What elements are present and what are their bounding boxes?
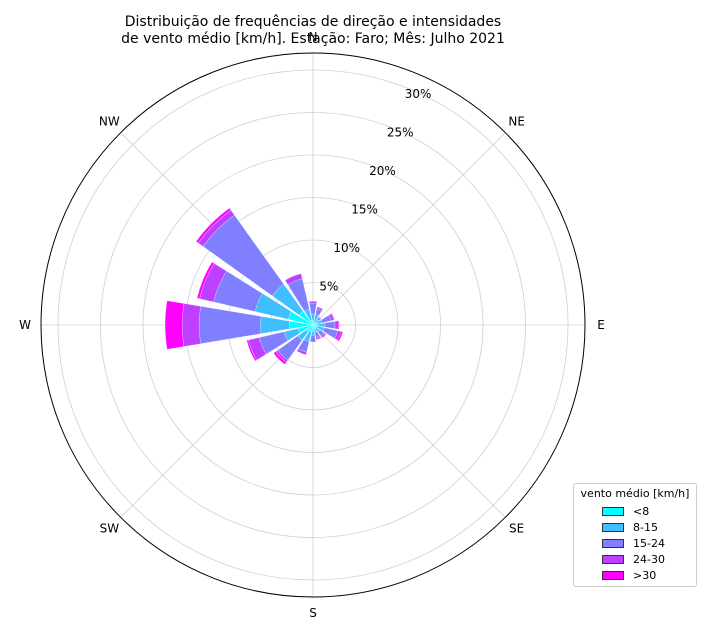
radial-tick-label-6: 30% — [405, 87, 432, 101]
grid-spoke-2 — [312, 132, 506, 326]
bar-nne-series-2 — [313, 313, 320, 323]
bar-e-series-3 — [324, 321, 336, 329]
bar-n-series-2 — [310, 313, 316, 321]
bar-ne-series-3 — [316, 316, 322, 322]
bar-wnw-series-3 — [213, 270, 263, 312]
radial-tick-label-5: 25% — [387, 126, 414, 140]
legend-swatch-1 — [602, 506, 624, 516]
bar-s-series-3 — [309, 334, 317, 343]
bar-se-series-2 — [314, 326, 321, 333]
bar-sse-series-5 — [315, 336, 322, 341]
bar-sw-series-2 — [297, 329, 309, 341]
legend-entry-5: >30 — [574, 567, 696, 583]
bar-nnw-series-3 — [287, 278, 310, 312]
bar-nnw-series-1 — [309, 319, 314, 326]
bar-nw-series-4 — [197, 209, 235, 247]
legend-swatch-4 — [602, 554, 624, 564]
outer-circle — [40, 52, 586, 598]
bar-sw-series-5 — [273, 351, 287, 365]
bar-w-series-4 — [181, 303, 201, 347]
bar-nw-series-2 — [271, 283, 304, 316]
legend-title: vento médio [km/h] — [580, 487, 690, 500]
bar-nw-series-3 — [202, 214, 285, 297]
radial-tick-label-3: 15% — [351, 203, 378, 217]
legend-swatch-5 — [602, 570, 624, 580]
bar-wsw-series-5 — [246, 339, 258, 362]
bar-ese-series-2 — [316, 325, 325, 332]
bar-sse-series-2 — [313, 328, 318, 333]
bar-nnw-series-4 — [284, 273, 303, 286]
chart-title-line-2: de vento médio [km/h]. Estação: Faro; Mê… — [121, 31, 505, 47]
bar-n-series-4 — [308, 300, 318, 304]
direction-label-s: S — [309, 606, 317, 617]
legend-swatch-3 — [602, 538, 624, 548]
chart-title: Distribuição de frequências de direção e… — [0, 14, 626, 48]
bar-ene-series-5 — [330, 312, 335, 321]
bar-w-series-2 — [260, 316, 290, 334]
bar-ese-series-3 — [322, 327, 339, 339]
direction-label-sw: SW — [100, 522, 120, 536]
legend-label-5: >30 — [633, 568, 657, 582]
radial-tick-label-1: 5% — [319, 280, 338, 294]
bar-e-series-4 — [334, 320, 339, 330]
direction-label-nw: NW — [99, 114, 120, 128]
direction-label-e: E — [597, 318, 605, 332]
bar-sw-series-4 — [275, 349, 289, 363]
bar-ne-series-4 — [318, 316, 322, 320]
legend-label-4: 24-30 — [633, 552, 665, 566]
bar-se-series-5 — [321, 333, 327, 339]
direction-label-n: N — [309, 30, 318, 44]
bar-w-series-3 — [198, 305, 262, 345]
chart-title-line-1: Distribuição de frequências de direção e… — [124, 14, 502, 30]
legend-entry-3: 15-24 — [574, 535, 696, 551]
legend-swatch-2 — [602, 522, 624, 532]
bar-ese-series-5 — [337, 331, 344, 342]
bar-nw-series-1 — [298, 310, 314, 326]
bar-e-series-5 — [337, 320, 340, 330]
bar-wnw-series-2 — [254, 293, 292, 320]
direction-label-w: W — [19, 318, 31, 332]
bar-ene-series-4 — [328, 313, 335, 322]
bar-nne-series-4 — [316, 306, 324, 311]
legend: vento médio [km/h] <8 8-15 15-24 24-30 >30 — [573, 483, 697, 587]
legend-entry-1: <8 — [574, 503, 696, 519]
radial-tick-label-4: 20% — [369, 164, 396, 178]
bar-ene-series-2 — [316, 319, 323, 325]
legend-label-3: 15-24 — [633, 536, 665, 550]
bar-ene-series-3 — [320, 314, 332, 324]
bar-wnw-series-5 — [196, 261, 215, 300]
bar-se-series-3 — [317, 329, 325, 337]
bar-nw-series-5 — [195, 207, 232, 244]
grid-spoke-4 — [312, 324, 506, 518]
bar-sse-series-3 — [314, 331, 321, 338]
bar-s-series-2 — [310, 331, 316, 336]
bar-sw-series-3 — [277, 335, 303, 361]
legend-label-1: <8 — [633, 504, 650, 518]
bar-n-series-3 — [309, 302, 317, 315]
direction-label-ne: NE — [508, 114, 525, 128]
bar-w-series-5 — [164, 300, 185, 350]
radial-tick-label-2: 10% — [333, 241, 360, 255]
legend-entry-4: 24-30 — [574, 551, 696, 567]
direction-label-se: SE — [509, 522, 524, 536]
bar-ssw-series-4 — [296, 348, 308, 356]
bar-e-series-2 — [317, 322, 326, 328]
legend-entry-2: 8-15 — [574, 519, 696, 535]
legend-label-2: 8-15 — [633, 520, 658, 534]
